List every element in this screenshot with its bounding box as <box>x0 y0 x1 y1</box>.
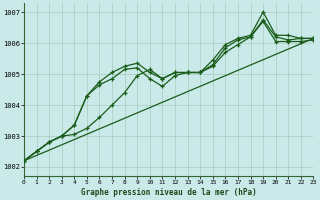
X-axis label: Graphe pression niveau de la mer (hPa): Graphe pression niveau de la mer (hPa) <box>81 188 257 197</box>
